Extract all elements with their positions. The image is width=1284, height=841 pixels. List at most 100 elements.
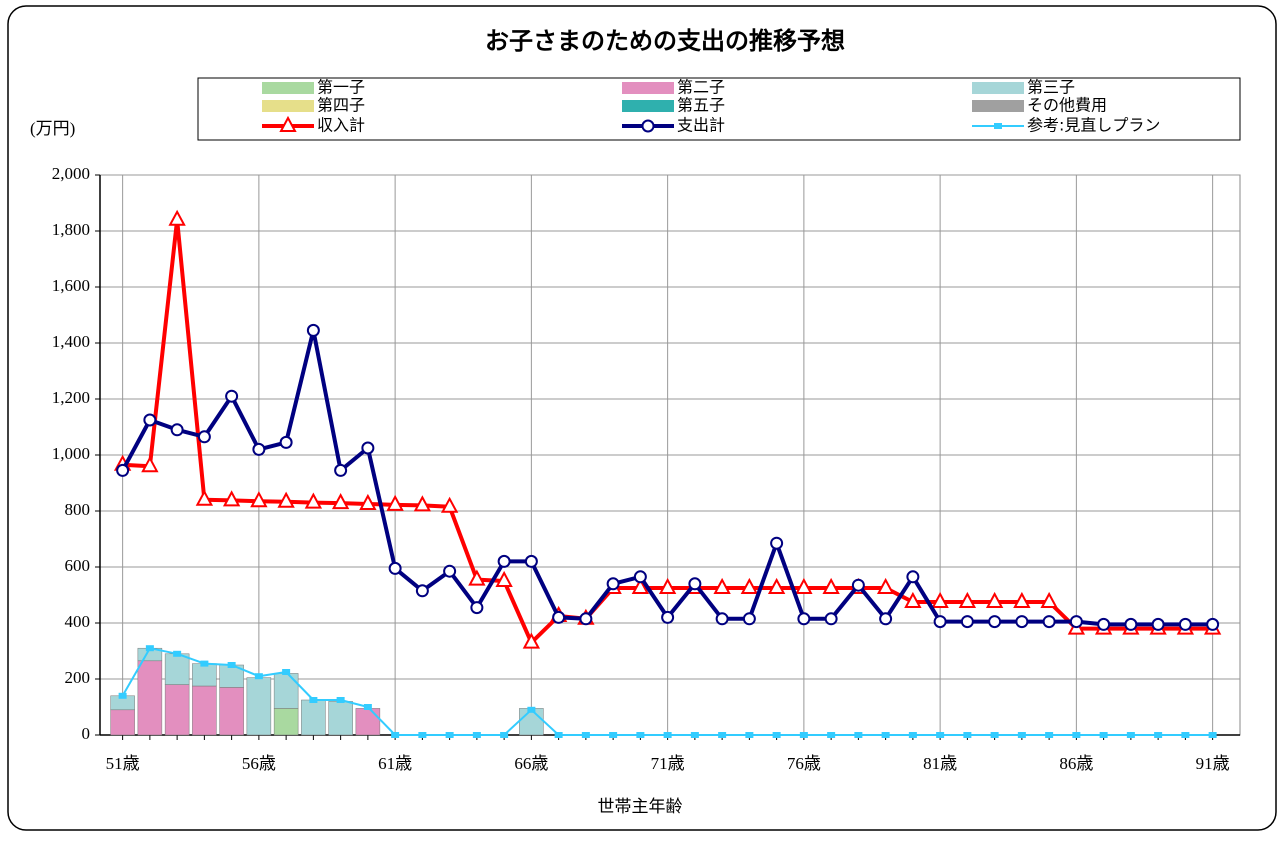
line-marker — [718, 732, 727, 738]
line-marker — [772, 732, 781, 738]
line-marker — [415, 584, 429, 598]
y-tick-label: 400 — [65, 612, 91, 631]
line-marker — [143, 413, 157, 427]
line-marker — [581, 732, 590, 738]
chart-title: お子さまのための支出の推移予想 — [485, 27, 845, 55]
line-marker — [222, 490, 241, 507]
chart-frame — [7, 5, 1277, 831]
legend-swatch — [622, 82, 674, 94]
line-marker — [524, 554, 538, 568]
legend-marker — [994, 123, 1002, 129]
legend-label: 収入計 — [317, 116, 365, 135]
bar-segment — [246, 677, 272, 736]
bar-segment — [164, 684, 190, 736]
y-tick-label: 200 — [65, 668, 91, 687]
line-marker — [960, 615, 974, 629]
legend-label: 第三子 — [1027, 78, 1075, 97]
line-marker — [497, 554, 511, 568]
line-marker — [282, 669, 291, 675]
bar-segment — [219, 687, 244, 736]
line-marker — [1072, 732, 1081, 738]
line-marker — [552, 610, 566, 624]
line-marker — [309, 697, 318, 703]
line-marker — [988, 615, 1002, 629]
line-marker — [250, 491, 268, 508]
line-marker — [933, 615, 947, 629]
line-marker — [443, 564, 457, 578]
x-tick-label: 61歳 — [378, 754, 412, 773]
line-marker — [606, 577, 620, 591]
line-marker — [1045, 732, 1054, 738]
line-marker — [173, 650, 182, 657]
line-marker — [906, 570, 920, 584]
line-marker — [145, 645, 154, 652]
line-marker — [908, 732, 917, 738]
bar-segment — [164, 653, 190, 685]
line-marker — [1040, 591, 1058, 608]
legend-swatch — [262, 100, 314, 112]
line-marker — [879, 612, 893, 626]
line-marker — [168, 209, 186, 226]
legend-label: 支出計 — [677, 116, 725, 135]
bar-segment — [192, 685, 217, 736]
line-marker — [1154, 732, 1163, 738]
line-marker — [331, 493, 350, 510]
line-marker — [170, 423, 184, 437]
y-axis-label: (万円) — [30, 119, 75, 138]
line-marker — [1099, 732, 1108, 738]
line-marker — [413, 495, 432, 512]
line-marker — [770, 536, 784, 550]
y-tick-label: 800 — [65, 500, 91, 519]
line-marker — [936, 732, 945, 738]
line-marker — [500, 732, 509, 738]
line-marker — [225, 389, 239, 403]
legend-label: 第四子 — [317, 96, 365, 115]
line-marker — [713, 577, 731, 594]
bar-segment — [355, 708, 381, 736]
line-marker — [851, 578, 865, 592]
line-marker — [799, 732, 808, 738]
line-marker — [1181, 732, 1190, 738]
y-tick-label: 1,200 — [52, 388, 90, 407]
line-marker — [963, 732, 972, 738]
line-marker — [740, 577, 759, 594]
line-marker — [306, 323, 320, 337]
legend-swatch — [622, 100, 674, 112]
x-tick-label: 51歳 — [106, 754, 140, 773]
line-marker — [931, 591, 949, 608]
legend-label: その他費用 — [1027, 96, 1107, 115]
y-tick-label: 1,600 — [52, 276, 90, 295]
line-marker — [636, 732, 645, 738]
bar-segment — [137, 660, 163, 736]
x-tick-label: 91歳 — [1196, 754, 1230, 773]
legend-label: 第一子 — [317, 78, 365, 97]
line-marker — [386, 494, 404, 511]
y-tick-label: 2,000 — [52, 164, 90, 183]
legend-swatch — [262, 82, 314, 94]
line-marker — [827, 732, 836, 738]
line-marker — [118, 692, 127, 699]
line-marker — [554, 732, 563, 738]
line-marker — [200, 660, 209, 667]
line-marker — [418, 732, 427, 738]
line-marker — [958, 591, 977, 608]
line-marker — [334, 463, 348, 477]
line-marker — [990, 732, 999, 738]
legend-label: 第二子 — [677, 78, 725, 97]
legend-marker — [641, 119, 655, 133]
line-marker — [336, 697, 345, 703]
line-marker — [527, 706, 536, 713]
legend-marker — [279, 115, 297, 132]
x-tick-label: 56歳 — [242, 754, 276, 773]
bar-segment — [328, 701, 353, 736]
x-tick-label: 71歳 — [651, 754, 685, 773]
bar-segment — [273, 708, 299, 736]
line-marker — [495, 570, 513, 587]
line-marker — [688, 577, 702, 591]
bar-segment — [273, 673, 299, 709]
x-tick-label: 66歳 — [514, 754, 548, 773]
line-marker — [522, 632, 541, 649]
line-marker — [472, 732, 481, 738]
x-tick-label: 86歳 — [1059, 754, 1093, 773]
